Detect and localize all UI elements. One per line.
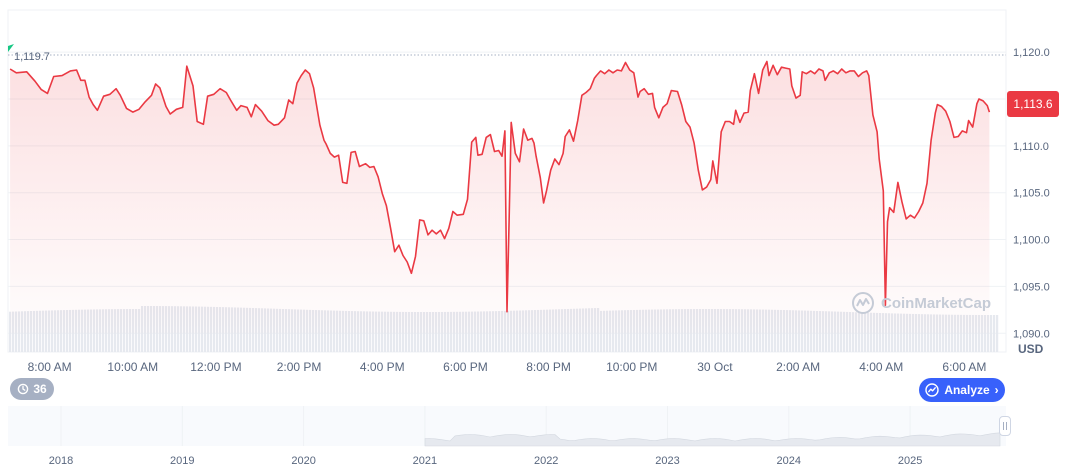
range-navigator[interactable]: 2018 2019 2020 2021 2022 2023 2024 2025 [8, 406, 1006, 467]
volume-bar [951, 314, 954, 352]
volume-bar [969, 314, 972, 352]
open-marker [8, 44, 14, 52]
volume-bar [948, 314, 951, 352]
history-count-button[interactable]: 36 [10, 378, 54, 400]
navigator-year-label: 2020 [291, 455, 315, 467]
navigator-year-label: 2024 [777, 455, 801, 467]
volume-bar [981, 314, 984, 352]
history-clock-icon [18, 383, 29, 395]
volume-bar [978, 314, 981, 352]
price-line [9, 60, 991, 313]
coinmarketcap-watermark: CoinMarketCap [851, 291, 991, 315]
watermark-text: CoinMarketCap [881, 294, 992, 312]
x-tick-label: 4:00 PM [360, 360, 405, 374]
volume-bar [945, 314, 948, 352]
volume-bar [960, 314, 963, 352]
analyze-button[interactable]: Analyze › [919, 378, 1005, 402]
volume-bar [984, 314, 987, 352]
x-tick-label: 8:00 PM [526, 360, 571, 374]
navigator-year-label: 2025 [898, 455, 922, 467]
navigator-year-label: 2021 [413, 455, 437, 467]
volume-bar [942, 314, 945, 352]
x-tick-label: 2:00 PM [277, 360, 322, 374]
navigator-year-labels: 2018 2019 2020 2021 2022 2023 2024 2025 [49, 455, 923, 467]
currency-label: USD [1018, 342, 1044, 356]
navigator-drag-handle[interactable] [999, 416, 1011, 436]
volume-bar [957, 314, 960, 352]
history-count: 36 [33, 382, 47, 396]
navigator-year-label: 2023 [655, 455, 679, 467]
volume-bar [966, 314, 969, 352]
volume-bar [972, 314, 975, 352]
volume-bar [993, 314, 996, 352]
y-tick-label: 1,105.0 [1013, 188, 1050, 200]
x-tick-label: 10:00 PM [606, 360, 657, 374]
coinmarketcap-logo-icon [852, 292, 874, 314]
y-tick-label: 1,090.0 [1013, 328, 1050, 340]
x-tick-label: 12:00 PM [190, 360, 241, 374]
volume-bar [996, 314, 999, 352]
x-axis-ticks: 8:00 AM 10:00 AM 12:00 PM 2:00 PM 4:00 PM 6:0… [28, 360, 987, 374]
volume-bar [987, 314, 990, 352]
x-tick-label: 2:00 AM [776, 360, 820, 374]
x-tick-label: 4:00 AM [859, 360, 903, 374]
analyze-label: Analyze [944, 383, 990, 397]
chevron-right-icon: › [994, 383, 999, 397]
navigator-year-label: 2019 [170, 455, 194, 467]
x-tick-label: 6:00 PM [443, 360, 488, 374]
open-price-label: 1,119.7 [14, 51, 50, 63]
volume-bar [990, 314, 993, 352]
y-tick-label: 1,095.0 [1013, 281, 1050, 293]
analyze-chart-icon [925, 383, 940, 397]
navigator-history-area [424, 432, 1001, 447]
x-tick-label: 6:00 AM [942, 360, 986, 374]
x-tick-label: 10:00 AM [107, 360, 158, 374]
volume-bar [954, 314, 957, 352]
x-tick-label: 8:00 AM [28, 360, 72, 374]
volume-bar [963, 314, 966, 352]
volume-bar [939, 314, 942, 352]
price-area [10, 61, 990, 334]
x-tick-label: 30 Oct [697, 360, 733, 374]
navigator-year-label: 2022 [534, 455, 558, 467]
y-tick-label: 1,110.0 [1013, 141, 1049, 153]
navigator-year-label: 2018 [49, 455, 73, 467]
y-tick-label: 1,120.0 [1013, 47, 1050, 59]
volume-bar [975, 314, 978, 352]
y-tick-label: 1,100.0 [1013, 235, 1050, 247]
current-price-badge: 1,113.6 [1007, 91, 1059, 117]
